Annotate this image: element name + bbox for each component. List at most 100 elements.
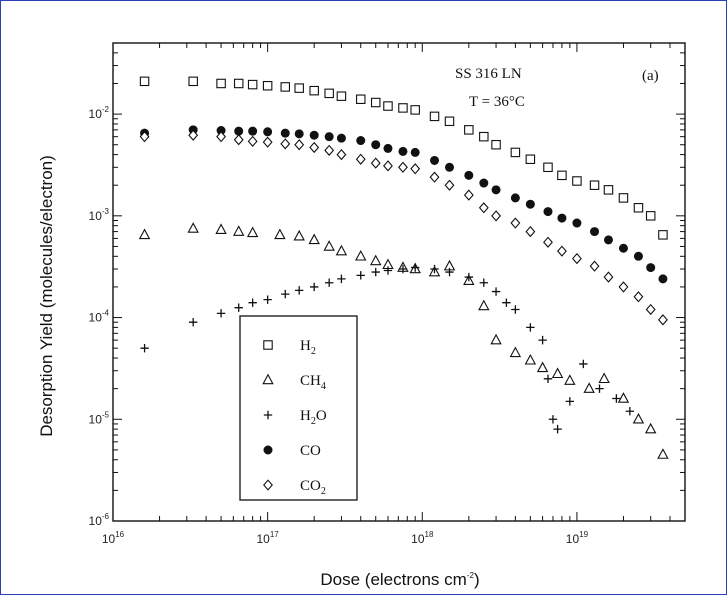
legend-item-co: CO <box>263 443 321 459</box>
legend-label-ch4: CH4 <box>300 373 326 392</box>
ch4-point <box>551 367 564 379</box>
x-tick-label-exponent: 16 <box>115 530 124 539</box>
h2o-point <box>234 303 243 312</box>
y-tick-label-exponent: -5 <box>102 410 110 419</box>
legend-label-subscript: 2 <box>311 346 316 357</box>
h2-point <box>336 91 347 101</box>
co2-point <box>525 225 536 238</box>
co2-point <box>410 163 421 175</box>
x-tick-label: 1016 <box>102 530 125 546</box>
co2-point <box>280 138 291 150</box>
co-point <box>430 155 440 165</box>
h2o-point <box>612 394 621 403</box>
co2-point <box>262 136 273 148</box>
h2-point <box>233 78 244 89</box>
h2-point <box>543 162 553 173</box>
series-h2 <box>139 76 668 240</box>
y-tick-label-base: 10 <box>89 514 103 528</box>
h2o-point <box>430 264 439 274</box>
co2-point <box>398 161 408 173</box>
h2o-point <box>410 263 420 272</box>
legend-label-subscript: 4 <box>321 381 326 392</box>
ch4-point <box>524 353 537 365</box>
legend-label-main: CH <box>300 373 321 389</box>
legend-marker-h2 <box>263 340 273 350</box>
co-point <box>234 126 244 136</box>
co2-point <box>383 160 393 172</box>
h2-point <box>294 83 304 93</box>
h2o-point <box>140 343 149 353</box>
x-tick-label-exponent: 18 <box>425 530 434 539</box>
co-point <box>618 243 628 253</box>
co-point <box>510 193 520 203</box>
h2-point <box>280 82 291 92</box>
legend-label-main: CO <box>300 478 321 494</box>
h2-point <box>658 230 668 240</box>
x-tick-label-base: 10 <box>102 532 116 546</box>
h2-point <box>410 105 420 115</box>
h2-point <box>444 116 455 127</box>
y-tick-label-exponent: -6 <box>102 512 110 521</box>
ch4-point <box>617 392 630 403</box>
ch4-point <box>215 223 227 234</box>
ch4-point <box>246 226 259 238</box>
y-tick-label-base: 10 <box>89 209 103 223</box>
co2-point <box>658 314 668 326</box>
h2-point <box>247 79 258 90</box>
ch4-point <box>232 225 245 236</box>
h2-point <box>398 103 408 113</box>
h2o-point <box>398 264 408 274</box>
co-point <box>356 136 366 146</box>
legend-label-co: CO <box>300 443 321 459</box>
series-h2o <box>140 263 635 434</box>
annotation-material: SS 316 LN <box>455 66 522 82</box>
co-point <box>398 146 408 156</box>
h2o-point <box>248 298 257 307</box>
series-layer <box>138 76 669 459</box>
co2-point <box>556 245 567 257</box>
legend-label-co2: CO2 <box>300 478 326 497</box>
x-tick-label: 1018 <box>411 530 434 546</box>
ch4-point <box>308 233 320 245</box>
h2-point <box>618 193 629 203</box>
co2-point <box>633 291 644 303</box>
co2-point <box>603 271 614 283</box>
x-tick-label-base: 10 <box>411 532 425 546</box>
h2o-point <box>356 271 365 280</box>
co-point <box>336 133 346 143</box>
legend-label-tail: O <box>316 408 327 424</box>
ch4-point <box>632 412 645 424</box>
h2o-point <box>464 272 474 282</box>
h2-point <box>188 76 198 87</box>
h2-point <box>355 94 366 104</box>
plot-border <box>112 42 686 522</box>
h2o-point <box>625 407 635 416</box>
h2o-point <box>548 415 558 424</box>
h2o-point <box>526 323 535 332</box>
ch4-point <box>187 222 199 233</box>
co-point <box>309 130 319 140</box>
co2-point <box>491 210 501 222</box>
co2-point <box>645 303 656 316</box>
h2-point <box>429 111 440 122</box>
co2-point <box>543 236 553 248</box>
legend-item-ch4: CH4 <box>262 373 326 392</box>
co2-point <box>324 144 335 157</box>
co2-point <box>429 171 440 183</box>
ch4-point <box>536 361 549 373</box>
co2-point <box>294 139 305 151</box>
co2-point <box>571 252 582 265</box>
y-tick-label: 10-4 <box>89 309 110 325</box>
co-point <box>464 170 474 180</box>
co2-point <box>589 260 600 272</box>
legend-label-h2o: H2O <box>300 408 327 427</box>
legend-label-subscript: 2 <box>321 486 326 497</box>
h2o-point <box>445 267 454 277</box>
co-point <box>248 126 258 136</box>
h2o-point <box>309 282 319 292</box>
co-point <box>263 127 273 137</box>
co-point <box>543 207 553 217</box>
co2-point <box>370 157 381 169</box>
co2-point <box>444 179 455 191</box>
co2-point <box>336 148 347 161</box>
